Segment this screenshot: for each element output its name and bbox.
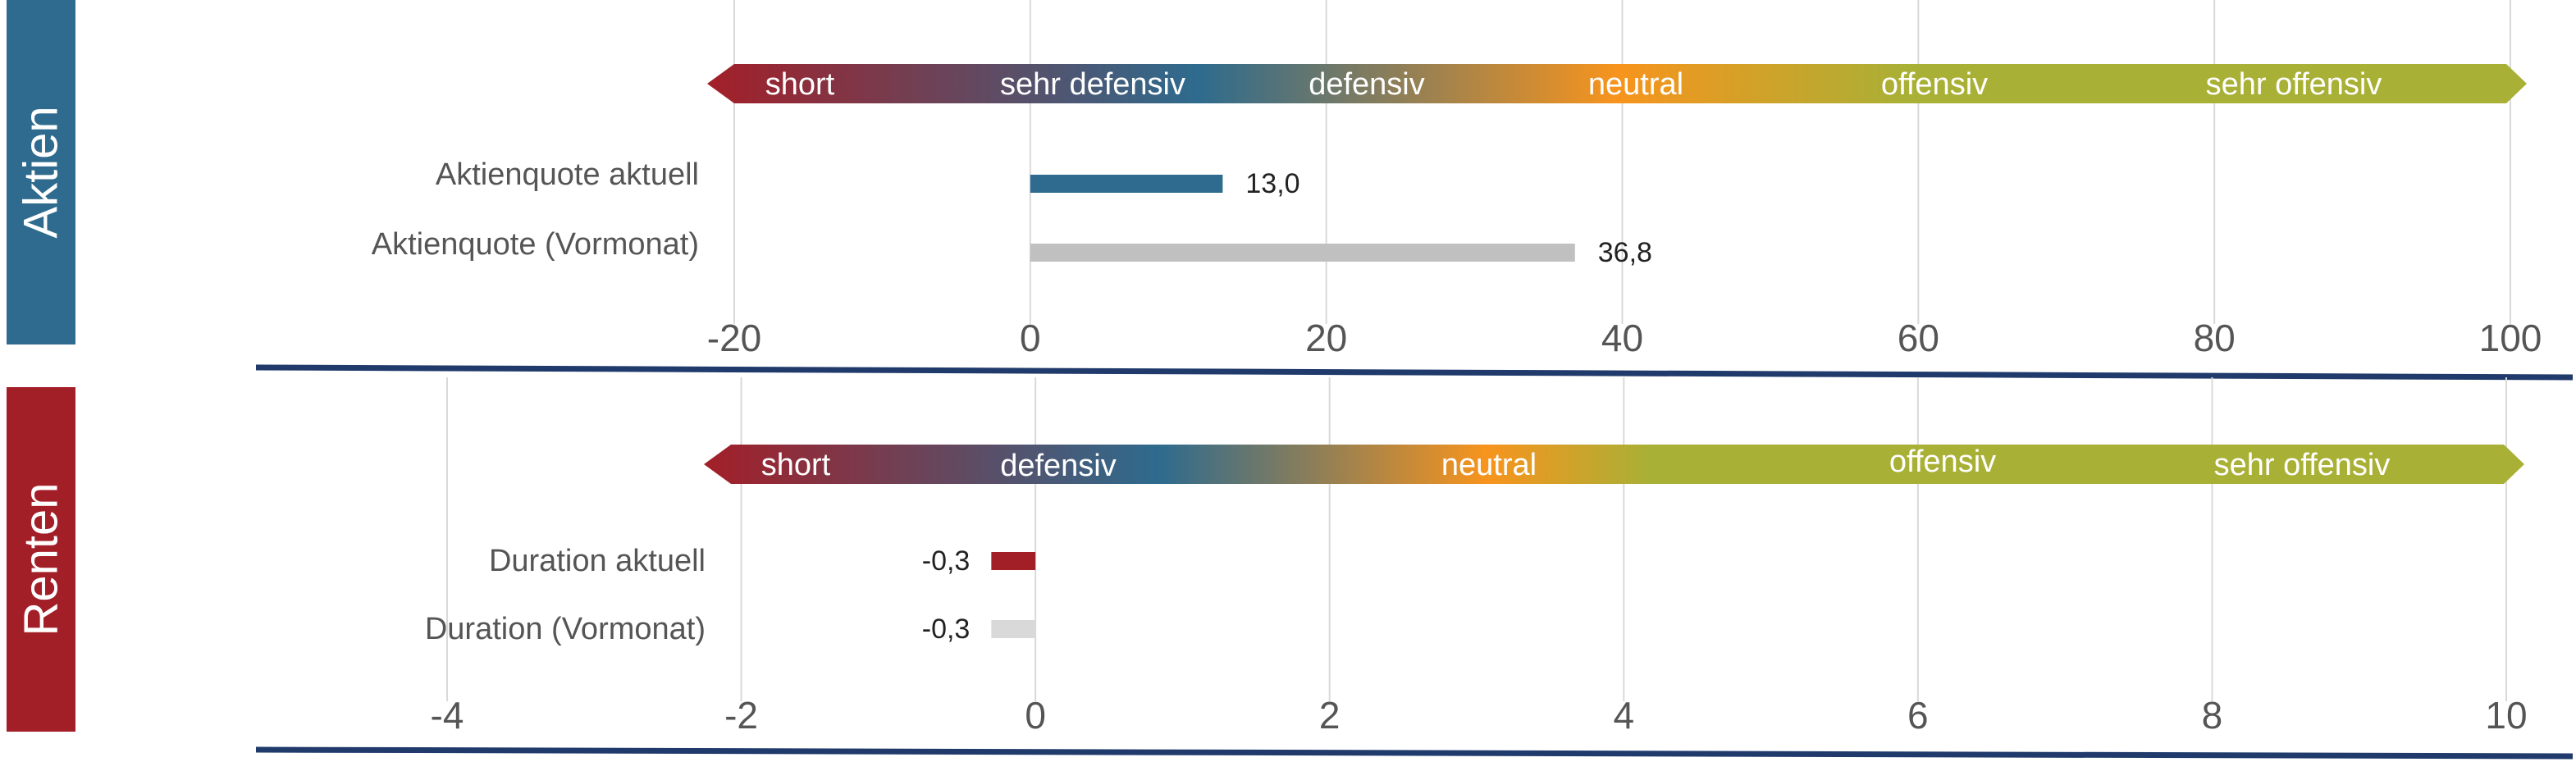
bars-aktien: 13,0 36,8 (1030, 168, 1652, 268)
zone-label-defensiv: defensiv (1309, 67, 1425, 102)
baseline-aktien (255, 364, 2574, 381)
tick-labels-renten: -4 -2 0 2 4 6 8 10 (431, 694, 2528, 737)
x-tick-label: 80 (2194, 317, 2236, 359)
x-tick-label: 60 (1898, 317, 1939, 359)
data-label: -0,3 (922, 545, 971, 577)
x-tick-label: 10 (2485, 694, 2527, 737)
zone-label-defensiv: defensiv (1000, 449, 1117, 483)
bar-previous (1030, 244, 1575, 262)
x-tick-label: 2 (1319, 694, 1341, 737)
grid-lines-aktien (733, 0, 2511, 324)
data-label: 13,0 (1245, 168, 1299, 199)
data-label: -0,3 (922, 614, 971, 645)
zone-label-offensiv: offensiv (1889, 445, 1996, 479)
category-label-duration-vormonat: Duration (Vormonat) (425, 612, 706, 646)
side-tab-renten (7, 387, 75, 732)
bars-renten: -0,3 -0,3 (922, 545, 1036, 645)
x-tick-label: 4 (1613, 694, 1634, 737)
panel-renten: Renten short defensiv neutral offensiv s… (7, 377, 2574, 760)
zone-label-sehr-defensiv: sehr defensiv (1000, 67, 1185, 102)
bar-previous (991, 620, 1036, 638)
zone-label-sehr-offensiv: sehr offensiv (2214, 448, 2391, 482)
side-label-renten: Renten (15, 482, 68, 636)
bar-current (1030, 175, 1223, 193)
side-label-aktien: Aktien (15, 106, 68, 238)
data-label: 36,8 (1598, 237, 1652, 268)
x-tick-label: 8 (2202, 694, 2223, 737)
panel-aktien: Aktien short sehr defensiv defensiv neut… (7, 0, 2574, 381)
category-label-duration-aktuell: Duration aktuell (489, 544, 706, 578)
x-tick-label: -4 (431, 694, 464, 737)
x-tick-label: 100 (2479, 317, 2542, 359)
side-tab-aktien (7, 0, 75, 344)
category-label-aktienquote-aktuell: Aktienquote aktuell (436, 157, 699, 192)
tick-labels-aktien: -20 0 20 40 60 80 100 (707, 317, 2542, 359)
category-label-aktienquote-vormonat: Aktienquote (Vormonat) (372, 227, 699, 262)
zone-label-neutral: neutral (1441, 448, 1537, 482)
x-tick-label: -2 (724, 694, 758, 737)
x-tick-label: 40 (1601, 317, 1643, 359)
x-tick-label: 6 (1907, 694, 1929, 737)
scale-arrow-renten (704, 445, 2524, 484)
grid-lines-renten (446, 377, 2507, 701)
zone-label-short: short (761, 448, 831, 482)
zone-label-offensiv: offensiv (1881, 67, 1988, 102)
zone-label-sehr-offensiv: sehr offensiv (2206, 67, 2382, 102)
bar-current (991, 552, 1036, 570)
x-tick-label: 0 (1020, 317, 1041, 359)
zone-label-neutral: neutral (1588, 67, 1683, 102)
scale-arrow-aktien (707, 64, 2527, 103)
x-tick-label: -20 (707, 317, 761, 359)
zone-label-short: short (765, 67, 835, 102)
baseline-renten (255, 746, 2574, 760)
x-tick-label: 0 (1025, 694, 1046, 737)
x-tick-label: 20 (1305, 317, 1347, 359)
